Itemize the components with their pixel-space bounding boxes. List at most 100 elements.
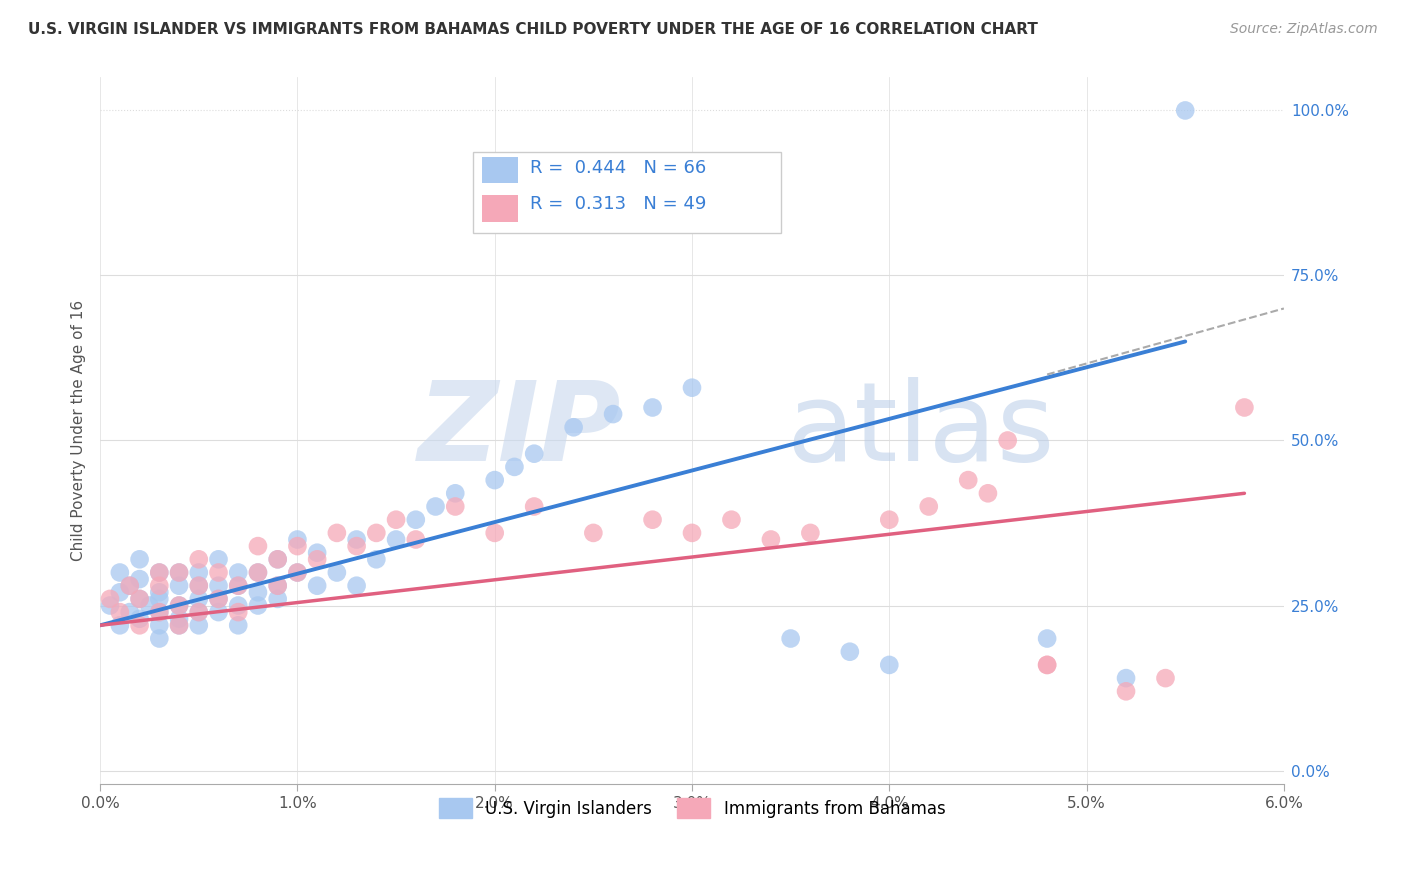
Y-axis label: Child Poverty Under the Age of 16: Child Poverty Under the Age of 16 (72, 300, 86, 561)
Point (918, 500, 941, 514)
Point (148, 591, 170, 606)
Point (602, 407, 624, 421)
Point (877, 513, 900, 527)
Point (187, 579, 209, 593)
Point (641, 513, 664, 527)
Point (207, 552, 229, 566)
Point (148, 605, 170, 619)
Point (118, 579, 141, 593)
Point (326, 525, 349, 540)
Point (957, 473, 980, 487)
Point (108, 605, 131, 619)
Point (1036, 632, 1059, 646)
Point (246, 585, 269, 599)
Point (128, 618, 150, 632)
FancyBboxPatch shape (482, 195, 517, 222)
Point (877, 657, 900, 672)
Point (681, 381, 703, 395)
Point (108, 618, 131, 632)
Point (503, 459, 526, 474)
Point (148, 579, 170, 593)
Text: R =  0.444   N = 66: R = 0.444 N = 66 (530, 159, 706, 177)
Point (98, 591, 121, 606)
Text: R =  0.313   N = 49: R = 0.313 N = 49 (530, 195, 706, 213)
Point (148, 632, 170, 646)
Point (641, 401, 664, 415)
Point (287, 566, 309, 580)
Point (167, 599, 190, 613)
Point (346, 539, 368, 553)
Point (405, 513, 427, 527)
Point (385, 533, 408, 547)
Point (187, 552, 209, 566)
Point (444, 500, 467, 514)
Point (207, 566, 229, 580)
Point (207, 591, 229, 606)
Point (246, 599, 269, 613)
Point (779, 632, 801, 646)
Point (108, 566, 131, 580)
Point (148, 585, 170, 599)
Point (148, 566, 170, 580)
Point (1174, 103, 1197, 118)
Point (287, 539, 309, 553)
Point (138, 599, 160, 613)
Point (167, 599, 190, 613)
Point (128, 591, 150, 606)
Point (207, 591, 229, 606)
Point (267, 591, 290, 606)
Point (346, 579, 368, 593)
Point (98, 599, 121, 613)
Point (267, 552, 290, 566)
Point (1154, 671, 1177, 685)
Point (187, 591, 209, 606)
Point (148, 605, 170, 619)
Point (118, 579, 141, 593)
Point (187, 605, 209, 619)
Point (1036, 657, 1059, 672)
Point (226, 566, 249, 580)
Point (326, 566, 349, 580)
Point (385, 513, 408, 527)
Point (207, 605, 229, 619)
Point (187, 566, 209, 580)
Point (226, 618, 249, 632)
Point (582, 525, 605, 540)
Point (246, 566, 269, 580)
Point (307, 546, 329, 560)
Point (267, 579, 290, 593)
Point (267, 552, 290, 566)
Point (681, 525, 703, 540)
Point (108, 585, 131, 599)
FancyBboxPatch shape (482, 156, 517, 184)
Text: atlas: atlas (787, 377, 1054, 484)
Point (307, 552, 329, 566)
Point (1115, 684, 1137, 698)
Point (307, 579, 329, 593)
Point (207, 579, 229, 593)
Point (562, 420, 585, 434)
Point (444, 486, 467, 500)
Point (128, 552, 150, 566)
FancyBboxPatch shape (472, 152, 780, 233)
Point (128, 572, 150, 586)
Point (226, 579, 249, 593)
Point (226, 579, 249, 593)
Point (366, 552, 388, 566)
Point (187, 618, 209, 632)
Point (997, 434, 1019, 448)
Point (148, 566, 170, 580)
Point (128, 612, 150, 626)
Point (287, 566, 309, 580)
Point (167, 618, 190, 632)
Point (128, 591, 150, 606)
Point (167, 612, 190, 626)
Point (977, 486, 1000, 500)
Point (366, 525, 388, 540)
Point (1233, 401, 1256, 415)
Point (226, 605, 249, 619)
Point (167, 566, 190, 580)
Point (1115, 671, 1137, 685)
Point (187, 605, 209, 619)
Point (346, 533, 368, 547)
